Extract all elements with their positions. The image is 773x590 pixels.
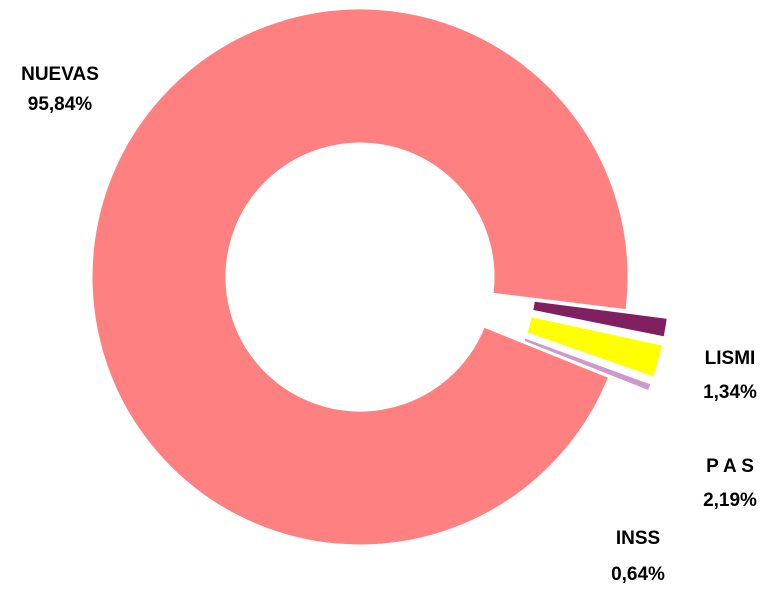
label-pas: P A S 2,19% (703, 456, 757, 511)
label-pas-name: P A S (706, 456, 754, 477)
label-lismi: LISMI 1,34% (703, 348, 757, 403)
label-lismi-value: 1,34% (703, 382, 757, 403)
label-nuevas-name: NUEVAS (21, 64, 99, 85)
label-inss-value: 0,64% (611, 564, 665, 585)
label-nuevas-value: 95,84% (28, 94, 93, 115)
label-inss: INSS 0,64% (611, 528, 665, 585)
label-nuevas: NUEVAS 95,84% (21, 64, 99, 115)
slices-group (92, 9, 667, 545)
slice-nuevas (92, 9, 628, 545)
label-pas-value: 2,19% (703, 490, 757, 511)
label-lismi-name: LISMI (705, 348, 756, 369)
label-inss-name: INSS (616, 528, 660, 549)
